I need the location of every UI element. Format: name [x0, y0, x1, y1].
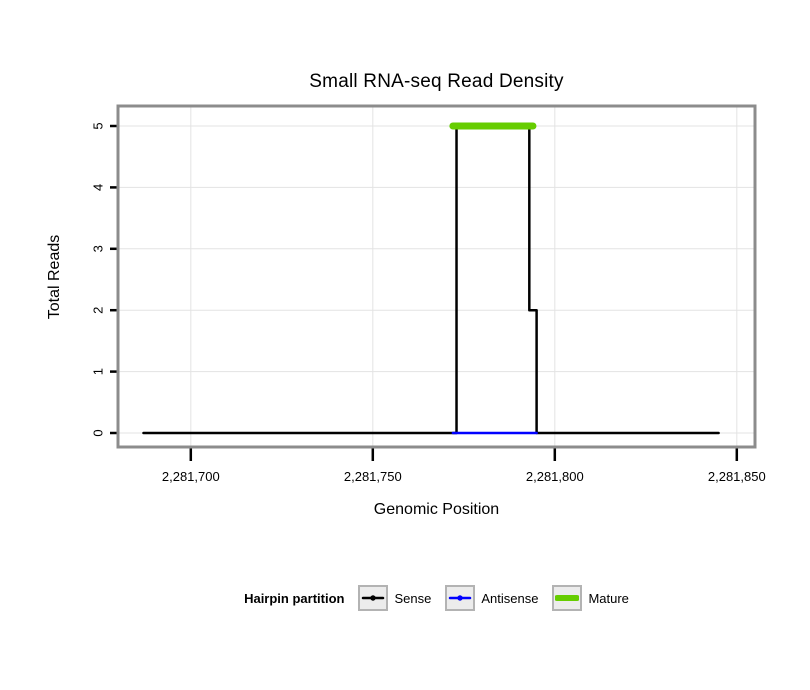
x-tick-label: 2,281,750	[344, 469, 402, 484]
legend-label-sense: Sense	[394, 590, 432, 606]
panel-border	[116, 104, 757, 449]
y-tick-label: 5	[91, 122, 106, 129]
chart-title: Small RNA-seq Read Density	[309, 71, 564, 92]
legend-item-mature: Mature	[552, 585, 629, 611]
x-axis-title: Genomic Position	[373, 501, 500, 518]
legend-key-point	[564, 595, 571, 601]
legend-key-glyph-antisense	[449, 595, 472, 601]
x-tick-label: 2,281,800	[526, 469, 584, 484]
legend-key-antisense	[445, 585, 476, 611]
legend-title: Hairpin partition	[244, 590, 345, 606]
legend-key-point	[457, 595, 464, 601]
y-tick-label: 4	[91, 184, 106, 191]
legend: Hairpin partition Sense Antisense Mature	[118, 580, 755, 616]
legend-entries: Sense Antisense Mature	[358, 585, 629, 611]
legend-item-antisense: Antisense	[445, 585, 538, 611]
legend-key-sense	[358, 585, 389, 611]
x-tick-label: 2,281,850	[708, 469, 766, 484]
legend-key-glyph-sense	[362, 595, 385, 601]
legend-key-mature	[552, 585, 583, 611]
legend-label-antisense: Antisense	[481, 590, 539, 606]
legend-key-glyph-mature	[555, 595, 580, 601]
y-tick-label: 0	[91, 429, 106, 436]
legend-item-sense: Sense	[358, 585, 431, 611]
series-line-sense	[142, 124, 720, 435]
y-tick-label: 3	[91, 245, 106, 252]
x-tick-label: 2,281,700	[162, 469, 220, 484]
y-tick-label: 2	[91, 307, 106, 314]
legend-label-mature: Mature	[588, 590, 629, 606]
y-tick-label: 1	[91, 368, 106, 375]
legend-key-point	[370, 595, 377, 601]
